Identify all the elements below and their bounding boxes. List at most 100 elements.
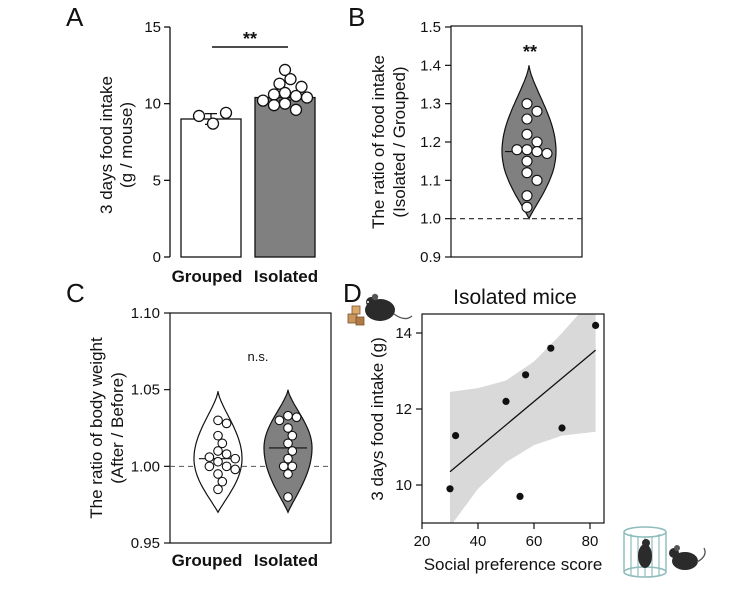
panel-d-point	[502, 397, 510, 405]
panel-a-point-isolated	[278, 63, 292, 77]
panel-d-xlabel: Social preference score	[424, 555, 603, 574]
panel-d-ytick-label: 14	[395, 325, 412, 342]
panel-c-point-isolated	[287, 430, 298, 441]
panel-a-point-isolated	[267, 99, 281, 112]
panel-a-y-axis: 0 5 10 15	[144, 19, 171, 266]
panel-d-point	[446, 485, 454, 493]
panel-c-point-grouped	[217, 476, 228, 487]
panel-c-ytick-label: 0.95	[131, 535, 160, 552]
panel-a-significance: **	[243, 29, 257, 49]
panel-c-point-grouped	[213, 415, 223, 426]
panel-c-point-isolated	[278, 461, 289, 472]
panel-a-point-isolated	[300, 91, 314, 104]
panel-c-ylabel-line2: (After / Before)	[108, 372, 127, 483]
panel-c-frame	[169, 312, 332, 544]
panel-b-point	[521, 167, 533, 179]
panel-c-ylabel-line1: The ratio of body weight	[87, 337, 106, 519]
panel-a-ytick-label: 0	[153, 249, 161, 266]
panel-b-point	[531, 174, 543, 186]
panel-d-point	[592, 321, 600, 329]
panel-c-point-isolated	[283, 423, 293, 433]
panel-a-point-isolated	[278, 97, 292, 110]
panel-d-point	[452, 432, 460, 440]
panel-c-point-grouped	[213, 469, 223, 479]
panel-d-xtick-label: 40	[470, 533, 487, 550]
panel-c-point-grouped	[213, 456, 223, 467]
panel-a-ylabel-line1: 3 days food intake	[97, 76, 116, 214]
panel-a-ytick-label: 15	[144, 19, 161, 36]
panel-b-point	[541, 147, 553, 160]
panel-a-bar-grouped	[180, 118, 242, 258]
panel-c-point-isolated	[274, 415, 285, 426]
panel-c-point-isolated	[287, 446, 298, 456]
panel-b-point	[521, 113, 533, 125]
panel-c-point-grouped	[213, 446, 223, 456]
panel-d-xtick-label: 60	[526, 533, 543, 550]
panel-c-point-grouped	[221, 418, 232, 429]
panel-c-point-isolated	[291, 412, 302, 423]
panel-letter-b: B	[348, 2, 365, 32]
panel-b-point	[531, 136, 543, 148]
panel-a-ylabel-line2: (g / mouse)	[117, 102, 136, 188]
panel-c-category-grouped: Grouped	[172, 551, 243, 570]
panel-b-ylabel-line1: The ratio of food intake	[369, 55, 388, 229]
panel-a-bar-isolated	[254, 96, 316, 258]
panel-a-point-isolated	[273, 77, 286, 90]
panel-b-point	[521, 201, 533, 213]
panel-a-point-isolated	[256, 94, 270, 107]
panel-c-point-grouped	[230, 453, 241, 464]
panel-b-ytick-label: 1.3	[420, 96, 441, 113]
panel-c-point-grouped	[213, 430, 223, 441]
panel-b-ytick-label: 1.0	[420, 211, 441, 228]
panel-a-category-isolated: Isolated	[254, 267, 318, 286]
panel-c-point-grouped	[204, 461, 215, 472]
panel-b: B 0.9 1.0 1.1 1.2 1.3 1.4 1.5 The ratio of foo…	[348, 2, 583, 266]
panel-d: D Isolated mice 20 40 60 80 10 12 14 3 days fo…	[343, 278, 706, 578]
panel-d-point	[516, 492, 524, 500]
panel-a-marks	[180, 63, 316, 258]
panel-b-point	[511, 144, 523, 156]
panel-c-marks: 0.95 1.00 1.05 1.10	[131, 305, 331, 552]
caged-mouse-icon	[623, 526, 706, 578]
panel-d-fit-line	[449, 349, 597, 473]
panel-b-ylabel-line2: (Isolated / Grouped)	[390, 66, 409, 217]
panel-b-marks: 0.9 1.0 1.1 1.2 1.3 1.4 1.5	[420, 19, 582, 266]
panel-a-point-grouped	[219, 106, 233, 120]
panel-letter-a: A	[66, 2, 84, 32]
panel-a-point-isolated	[267, 88, 281, 101]
panel-c-point-isolated	[283, 492, 293, 502]
panel-c-ytick-label: 1.10	[131, 305, 160, 322]
panel-d-title: Isolated mice	[453, 286, 577, 309]
panel-b-point	[531, 105, 543, 117]
panel-d-xtick-label: 80	[582, 533, 599, 550]
panel-d-ytick-label: 10	[395, 477, 412, 494]
panel-c-point-grouped	[213, 484, 223, 495]
panel-b-ytick-label: 1.1	[420, 172, 441, 189]
panel-c-ytick-label: 1.00	[131, 458, 160, 475]
panel-a-point-isolated	[289, 89, 303, 103]
panel-c-point-grouped	[204, 452, 215, 462]
panel-d-marks: 20 40 60 80 10 12 14	[395, 314, 600, 550]
panel-letter-c: C	[66, 278, 85, 308]
panel-d-ylabel: 3 days food intake (g)	[368, 337, 387, 500]
panel-a-point-isolated	[284, 72, 297, 86]
panel-d-confidence-band	[450, 314, 596, 523]
panel-c-point-grouped	[217, 438, 228, 449]
panel-c-point-grouped	[221, 449, 232, 459]
panel-c-point-isolated	[283, 453, 293, 464]
panel-c-point-isolated	[283, 469, 293, 479]
panel-b-point	[521, 144, 533, 156]
panel-b-ytick-label: 1.4	[420, 57, 441, 74]
panel-d-point	[522, 371, 530, 379]
panel-d-xtick-label: 20	[414, 533, 431, 550]
panel-a-point-isolated	[278, 86, 292, 100]
panel-a-ytick-label: 10	[144, 96, 161, 113]
panel-a-point-grouped	[206, 117, 220, 130]
panel-a-ytick-label: 5	[153, 172, 161, 189]
panel-d-point	[558, 424, 566, 432]
panel-c-category-isolated: Isolated	[254, 551, 318, 570]
panel-a-point-grouped	[192, 109, 206, 123]
panel-a-category-grouped: Grouped	[172, 267, 243, 286]
